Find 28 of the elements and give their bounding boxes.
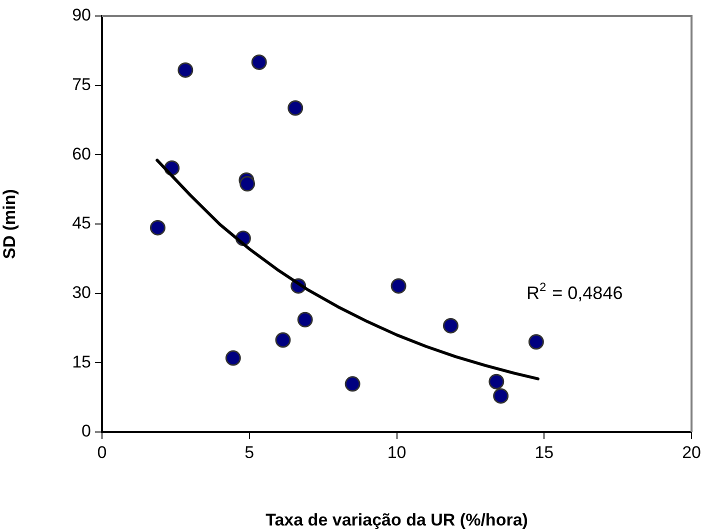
point	[488, 374, 504, 390]
y-tick-label: 30	[72, 283, 91, 302]
x-tick-label: 20	[682, 442, 702, 462]
x-tick-label: 10	[387, 442, 406, 462]
y-tick-label: 60	[72, 144, 91, 164]
point	[297, 312, 313, 328]
y-tick-label: 45	[72, 214, 91, 233]
point	[442, 318, 458, 334]
x-axis-title: Taxa de variação da UR (%/hora)	[266, 510, 528, 530]
y-tick-label: 90	[72, 6, 91, 25]
y-axis-title: SD (min)	[0, 189, 19, 259]
y-tick-label: 0	[82, 422, 91, 441]
x-tick-label: 0	[97, 442, 107, 462]
point	[150, 220, 166, 236]
point	[390, 278, 406, 294]
point	[251, 54, 267, 70]
point	[528, 334, 544, 350]
point	[344, 376, 360, 392]
x-tick-label: 15	[534, 442, 554, 462]
x-tick-label: 5	[244, 442, 254, 462]
y-tick-label: 75	[72, 75, 91, 94]
point	[493, 388, 509, 404]
point	[178, 62, 194, 78]
point	[275, 332, 291, 348]
point	[288, 100, 304, 116]
point	[225, 350, 241, 366]
y-tick-label: 15	[72, 352, 91, 372]
point	[240, 176, 256, 192]
